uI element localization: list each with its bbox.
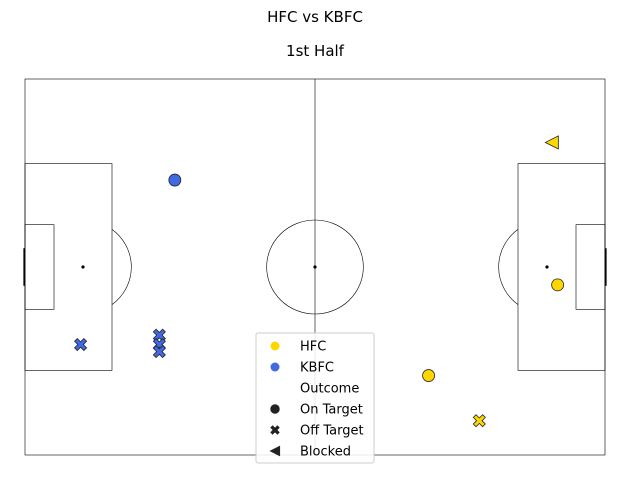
legend-swatch-kbfc bbox=[270, 362, 280, 372]
shot-marker-kbfc bbox=[74, 337, 88, 352]
legend-label-hfc: HFC bbox=[300, 340, 326, 355]
legend-label-outcome: On Target bbox=[300, 403, 363, 418]
right-penalty-box bbox=[517, 163, 606, 371]
shot-marker-hfc bbox=[551, 278, 565, 292]
left-penalty-box bbox=[24, 163, 113, 371]
chart-subtitle: 1st Half bbox=[286, 42, 344, 60]
center-circle bbox=[266, 219, 364, 315]
shot-marker-kbfc bbox=[152, 345, 166, 359]
shot-marker-kbfc bbox=[168, 173, 182, 187]
legend-box bbox=[255, 332, 375, 464]
shot-marker-hfc bbox=[422, 369, 435, 382]
legend-marker-x bbox=[270, 425, 280, 435]
legend-marker-triangle-left bbox=[269, 445, 281, 457]
right-penalty-arc bbox=[498, 229, 519, 305]
legend-marker-circle bbox=[270, 404, 280, 414]
right-six-yard-box bbox=[575, 224, 606, 310]
left-penalty-arc bbox=[111, 229, 132, 305]
right-penalty-spot bbox=[545, 265, 549, 269]
chart-title: HFC vs KBFC bbox=[267, 8, 363, 26]
center-spot bbox=[313, 265, 317, 269]
left-six-yard-box bbox=[24, 224, 55, 310]
left-penalty-spot bbox=[81, 265, 85, 269]
legend-label-outcome: Off Target bbox=[300, 424, 364, 439]
shot-marker-hfc bbox=[472, 414, 486, 428]
legend-swatch-hfc bbox=[270, 341, 280, 351]
legend: HFC KBFC Outcome On Target Off Target Blocked bbox=[255, 332, 375, 464]
shot-markers bbox=[74, 135, 565, 428]
legend-outcome-header: Outcome bbox=[300, 382, 359, 397]
shot-marker-kbfc bbox=[152, 328, 166, 342]
shot-marker-hfc bbox=[544, 135, 559, 150]
legend-label-outcome: Blocked bbox=[300, 445, 351, 460]
legend-label-kbfc: KBFC bbox=[300, 361, 334, 376]
